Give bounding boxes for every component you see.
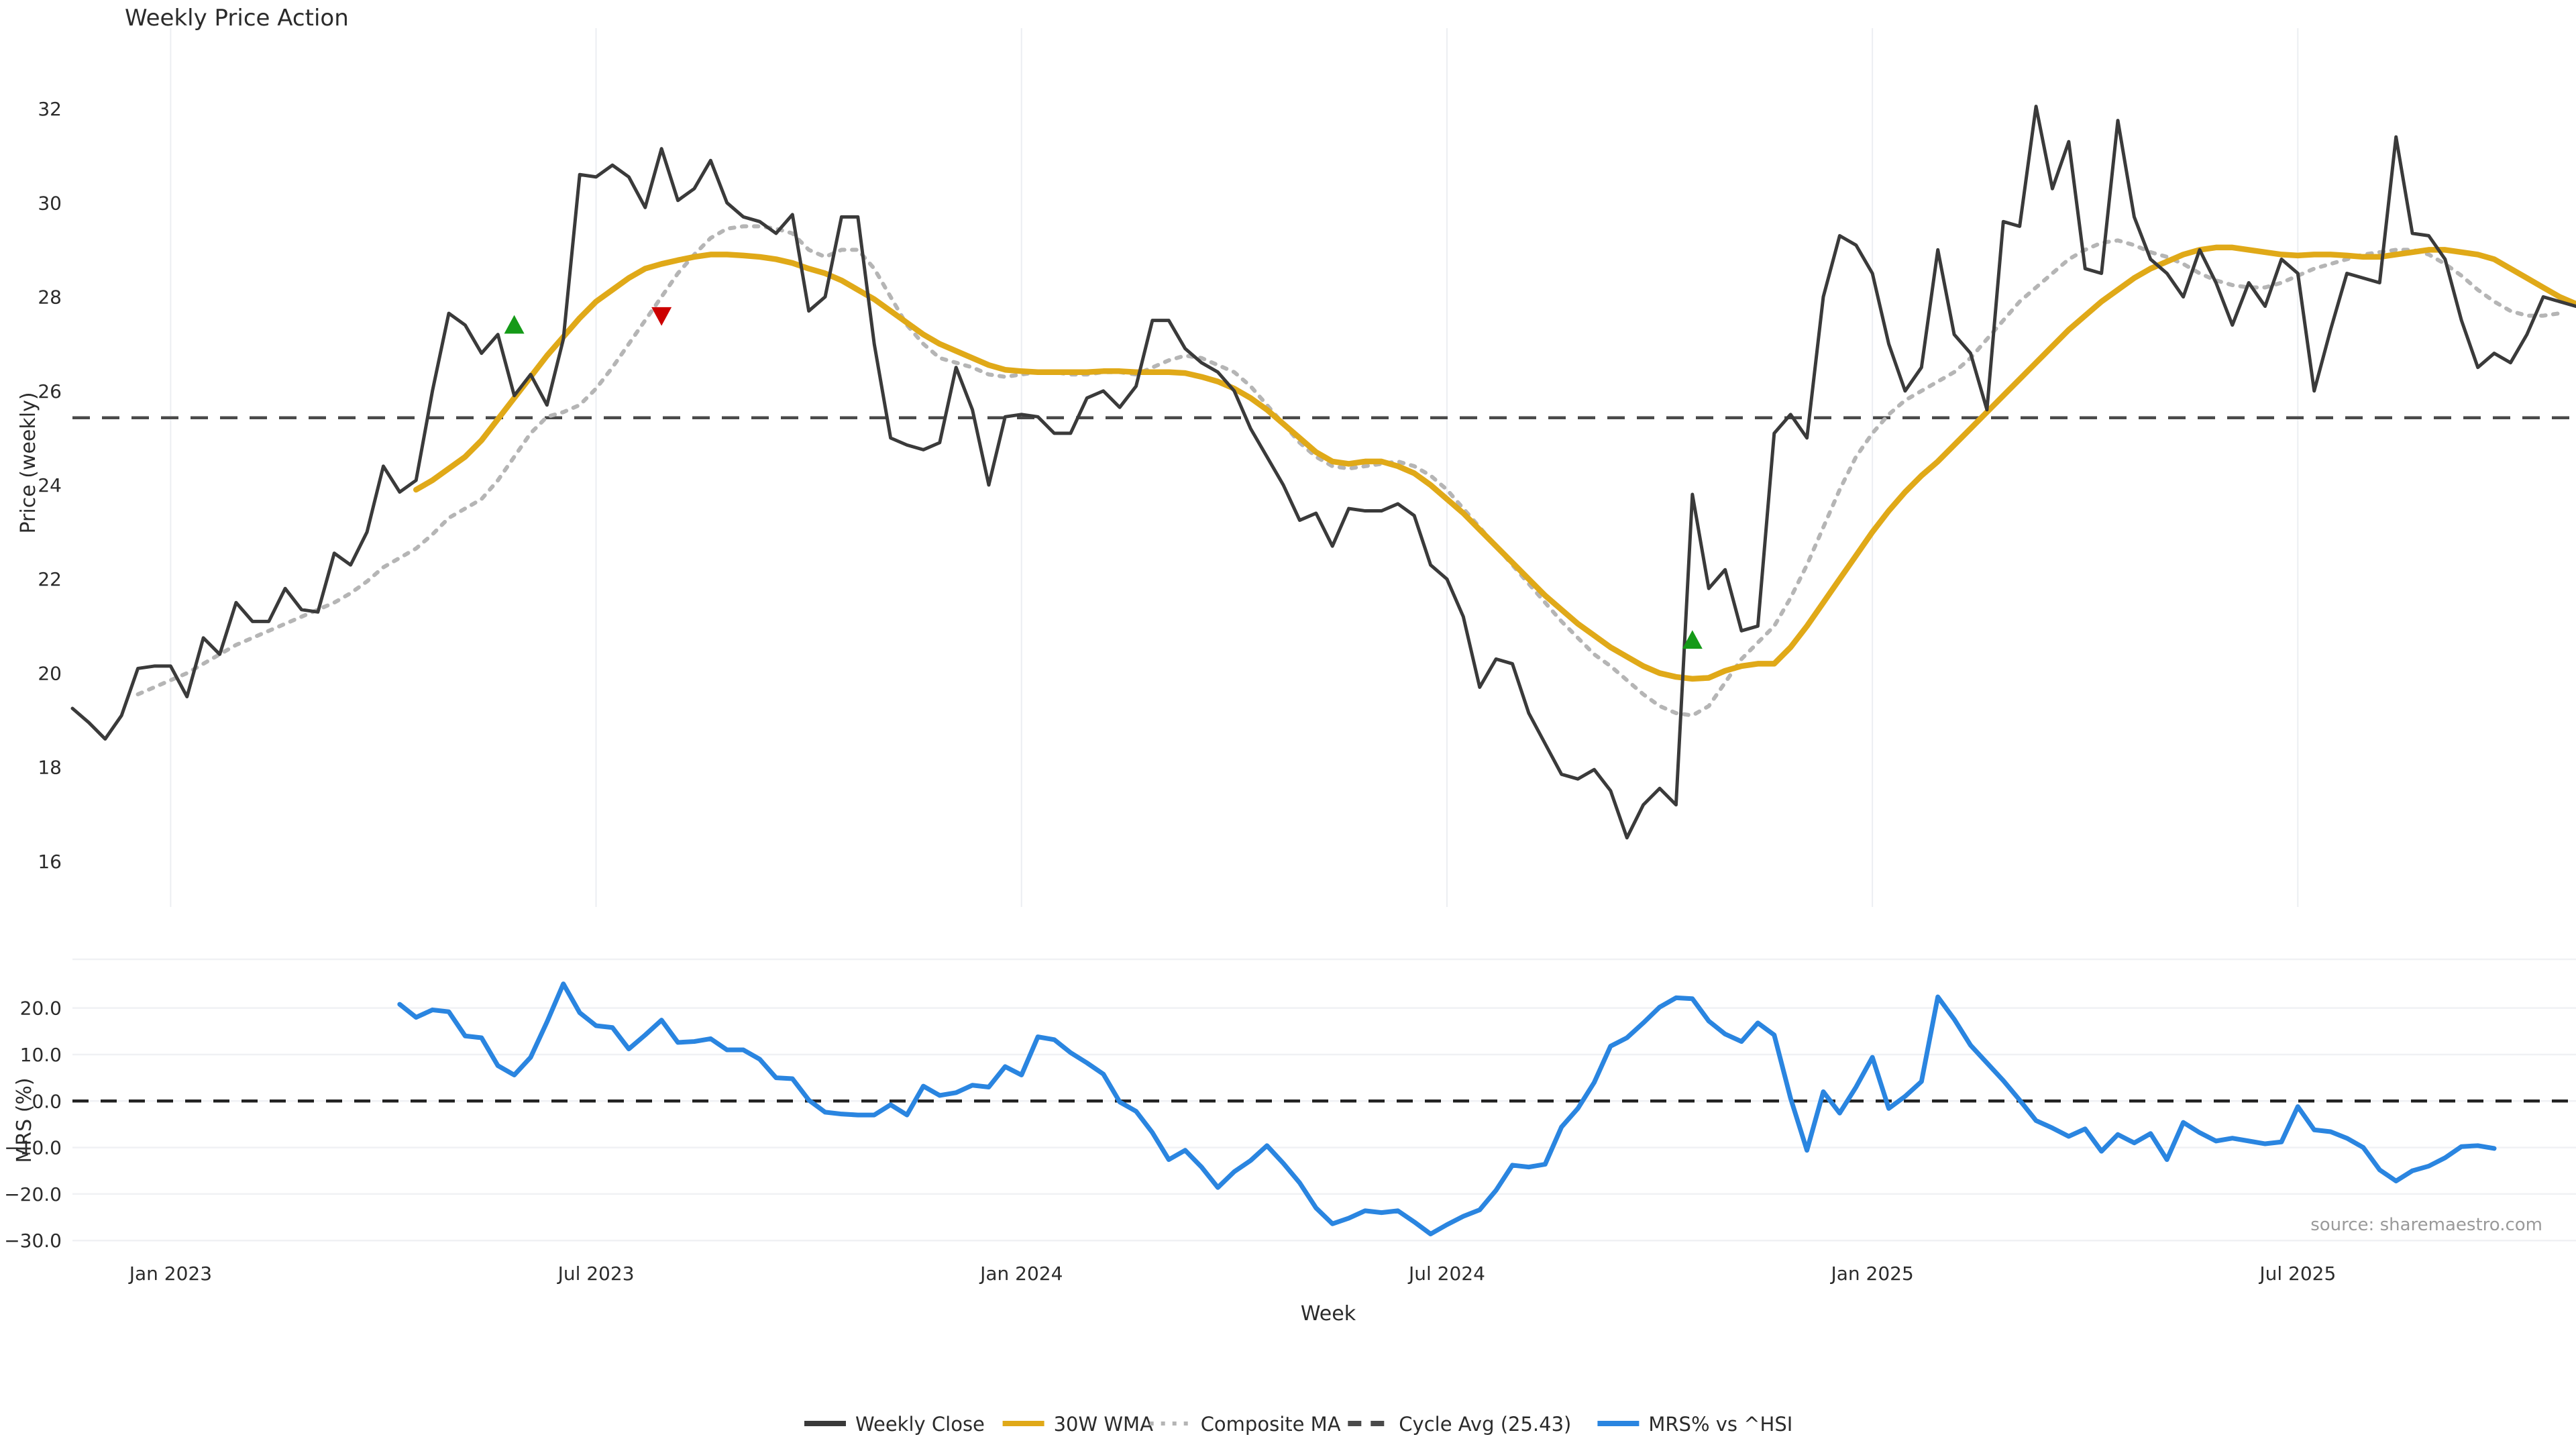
price-y-tick-6: 28 xyxy=(38,286,62,309)
legend-item-0[interactable]: Weekly Close xyxy=(804,1413,985,1436)
price-y-tick-0: 16 xyxy=(38,851,62,873)
price-panel: 16 18 20 22 24 26 28 30 32 Price (weekly) xyxy=(17,28,2576,907)
x-tick-2: Jan 2024 xyxy=(979,1263,1063,1285)
price-series-group xyxy=(70,105,2576,840)
legend-label-2: Composite MA xyxy=(1201,1413,1341,1436)
mrs-y-tick-4: 10.0 xyxy=(20,1044,62,1066)
price-y-tick-4: 24 xyxy=(38,474,62,496)
legend-label-4: MRS% vs ^HSI xyxy=(1648,1413,1792,1436)
x-tick-1: Jul 2023 xyxy=(557,1263,635,1285)
price-y-axis-label: Price (weekly) xyxy=(17,392,40,533)
x-tick-3: Jul 2024 xyxy=(1407,1263,1485,1285)
mrs-y-tick-labels: −30.0 −20.0 −10.0 0.0 10.0 20.0 xyxy=(4,998,62,1252)
series-line-composite-ma xyxy=(136,224,2562,718)
page-title: Weekly Price Action xyxy=(125,5,349,32)
price-y-tick-5: 26 xyxy=(38,380,62,402)
buy-signal-marker-2 xyxy=(1682,630,1703,649)
series-line-weekly-close xyxy=(70,105,2576,840)
price-y-tick-8: 32 xyxy=(38,98,62,120)
source-watermark: source: sharemaestro.com xyxy=(2310,1215,2542,1235)
series-line-30w-wma xyxy=(413,244,2576,682)
mrs-series-group xyxy=(397,981,2497,1236)
mrs-panel: −30.0 −20.0 −10.0 0.0 10.0 20.0 Jan 2023 Jul 2… xyxy=(4,958,2576,1326)
price-y-tick-3: 22 xyxy=(38,568,62,590)
signal-markers-group xyxy=(504,307,1703,649)
x-tick-5: Jul 2025 xyxy=(2258,1263,2336,1285)
x-axis-tick-labels: Jan 2023 Jul 2023 Jan 2024 Jul 2024 Jan 2025… xyxy=(128,1263,2337,1285)
price-y-tick-2: 20 xyxy=(38,662,62,684)
mrs-y-tick-0: −30.0 xyxy=(4,1230,62,1252)
mrs-y-axis-label: MRS (%) xyxy=(13,1077,36,1163)
legend-item-4[interactable]: MRS% vs ^HSI xyxy=(1597,1413,1792,1436)
legend-item-1[interactable]: 30W WMA xyxy=(1002,1413,1153,1436)
sell-signal-marker-1 xyxy=(651,307,672,326)
mrs-y-tick-1: −20.0 xyxy=(4,1183,62,1205)
buy-signal-marker-0 xyxy=(504,315,525,334)
legend: Weekly Close 30W WMA Composite MA Cycle Avg… xyxy=(804,1413,1792,1436)
legend-label-0: Weekly Close xyxy=(855,1413,985,1436)
mrs-y-tick-3: 0.0 xyxy=(32,1090,62,1112)
legend-label-3: Cycle Avg (25.43) xyxy=(1399,1413,1571,1436)
price-y-tick-1: 18 xyxy=(38,757,62,779)
legend-item-2[interactable]: Composite MA xyxy=(1149,1413,1341,1436)
x-tick-0: Jan 2023 xyxy=(128,1263,212,1285)
x-tick-4: Jan 2025 xyxy=(1829,1263,1913,1285)
x-axis-label: Week xyxy=(1301,1302,1356,1326)
price-y-tick-7: 30 xyxy=(38,192,62,214)
price-vertical-gridlines xyxy=(170,28,2299,907)
mrs-y-tick-5: 20.0 xyxy=(20,998,62,1020)
legend-label-1: 30W WMA xyxy=(1054,1413,1153,1436)
legend-item-3[interactable]: Cycle Avg (25.43) xyxy=(1348,1413,1571,1436)
price-y-tick-labels: 16 18 20 22 24 26 28 30 32 xyxy=(38,98,62,873)
mrs-y-tick-2: −10.0 xyxy=(4,1137,62,1159)
series-line-mrs-pct xyxy=(397,981,2497,1236)
